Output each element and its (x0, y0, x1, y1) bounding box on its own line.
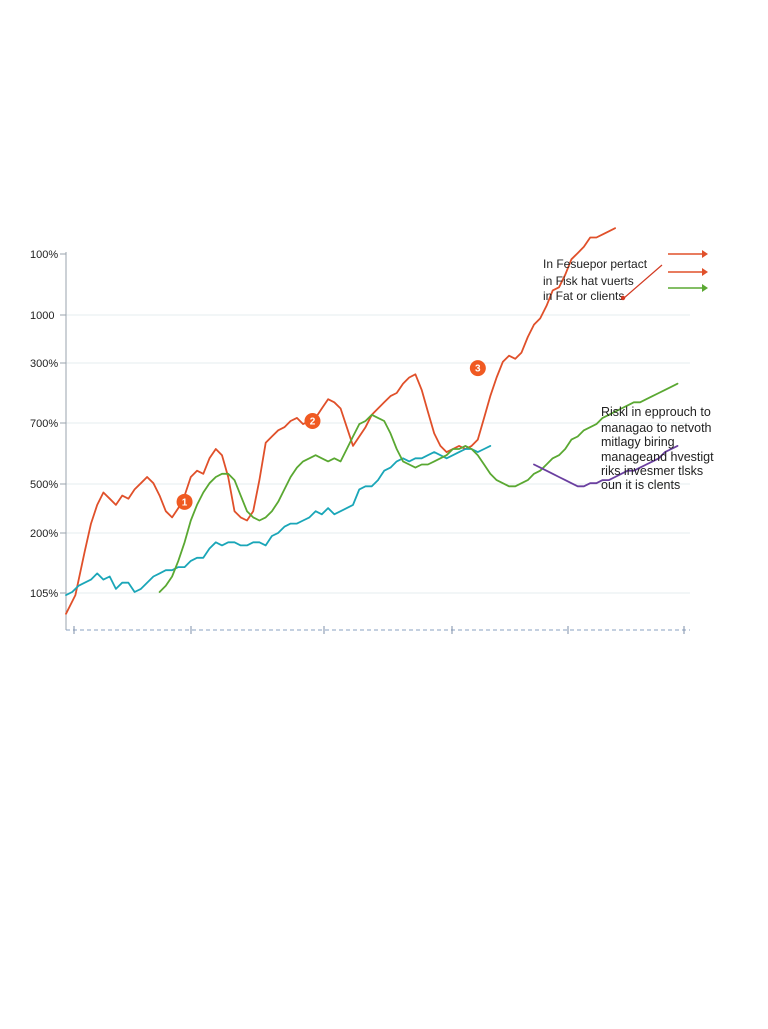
y-tick-label: 1000 (30, 310, 54, 322)
event-marker-label: 3 (475, 364, 481, 375)
y-tick-label: 700% (30, 418, 58, 430)
gridlines (66, 315, 690, 593)
legend: In Fesuepor pertact in Fisk hat vuertsin … (543, 250, 708, 303)
annotation-line: riks invesmer tlsks (601, 464, 703, 478)
legend-entry-label: In Fesuepor pertact (543, 257, 648, 271)
legend-arrow-head (702, 268, 708, 276)
annotation-note: Riskl in epprouch to managao to netvothmi… (601, 405, 714, 492)
y-tick-label: 100% (30, 249, 58, 261)
series-line-2 (66, 446, 490, 595)
y-tick-labels: 100% 1000 300% 700% 500% 200% 105% (30, 249, 66, 600)
annotation-line: managao to netvoth (601, 421, 712, 435)
y-tick-label: 300% (30, 358, 58, 370)
y-tick-label: 105% (30, 588, 58, 600)
event-marker-label: 2 (310, 416, 316, 427)
y-tick-label: 200% (30, 528, 58, 540)
legend-pointer-dot (621, 296, 625, 300)
y-tick-label: 500% (30, 479, 58, 491)
series-line-1 (66, 228, 615, 614)
annotation-line: oun it is clents (601, 478, 680, 492)
event-marker-label: 1 (182, 497, 188, 508)
annotation-line: Riskl in epprouch to (601, 405, 711, 419)
legend-arrow-head (702, 284, 708, 292)
legend-arrow-head (702, 250, 708, 258)
legend-entry-label: in Fat or clients (543, 289, 624, 303)
series-line-3 (160, 384, 678, 592)
event-markers: 1 2 3 (177, 360, 486, 510)
annotation-line: mitlagy biring (601, 435, 675, 449)
annotation-line: manageand hvestigt (601, 450, 714, 464)
legend-entry-label: in Fisk hat vuerts (543, 274, 634, 288)
